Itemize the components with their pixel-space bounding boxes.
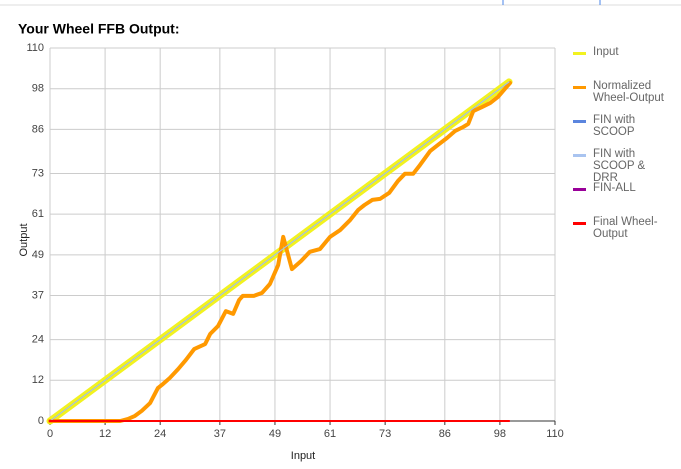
x-tick-label: 86	[439, 428, 451, 440]
legend-entry[interactable]: FIN-ALL	[573, 182, 681, 204]
legend-swatch	[573, 52, 586, 55]
legend-label: Normalized Wheel-Output	[593, 80, 664, 104]
legend-label: FIN-ALL	[593, 182, 636, 194]
legend-label: FIN with SCOOP	[593, 114, 636, 138]
x-tick-label: 61	[324, 428, 336, 440]
x-axis-label: Input	[291, 450, 315, 462]
x-tick-label: 49	[269, 428, 281, 440]
legend-swatch	[573, 154, 586, 157]
y-tick-label: 73	[32, 167, 44, 179]
y-axis-label: Output	[18, 223, 30, 256]
y-tick-label: 86	[32, 123, 44, 135]
y-tick-label: 12	[32, 374, 44, 386]
legend-entry[interactable]: FIN with SCOOP	[573, 114, 681, 138]
legend-swatch	[573, 188, 586, 191]
x-tick-label: 0	[47, 428, 53, 440]
legend-swatch	[573, 86, 586, 89]
y-tick-label: 24	[32, 334, 44, 346]
legend-entry[interactable]: Normalized Wheel-Output	[573, 80, 681, 104]
legend-label: Input	[593, 46, 619, 58]
x-tick-label: 24	[154, 428, 166, 440]
legend-label: FIN with SCOOP & DRR	[593, 148, 646, 184]
x-tick-label: 98	[494, 428, 506, 440]
y-tick-label: 61	[32, 208, 44, 220]
series-line	[49, 81, 510, 422]
legend-swatch	[573, 222, 586, 225]
x-tick-label: 73	[379, 428, 391, 440]
y-tick-label: 98	[32, 83, 44, 95]
legend-entry[interactable]: Input	[573, 46, 681, 68]
legend-entry[interactable]: Final Wheel-Output	[573, 216, 681, 240]
y-tick-label: 49	[32, 249, 44, 261]
series-line	[48, 80, 513, 423]
x-tick-label: 12	[99, 428, 111, 440]
x-tick-label: 37	[214, 428, 226, 440]
legend-label: Final Wheel-Output	[593, 216, 658, 240]
y-tick-label: 0	[38, 415, 44, 427]
x-tick-label: 110	[546, 428, 564, 440]
y-tick-label: 110	[26, 42, 44, 54]
legend-swatch	[573, 120, 586, 123]
chart-title: Your Wheel FFB Output:	[18, 21, 180, 37]
legend: Input Normalized Wheel-Output FIN with SCO…	[573, 46, 681, 250]
y-tick-label: 37	[32, 289, 44, 301]
legend-entry[interactable]: FIN with SCOOP & DRR	[573, 148, 681, 184]
